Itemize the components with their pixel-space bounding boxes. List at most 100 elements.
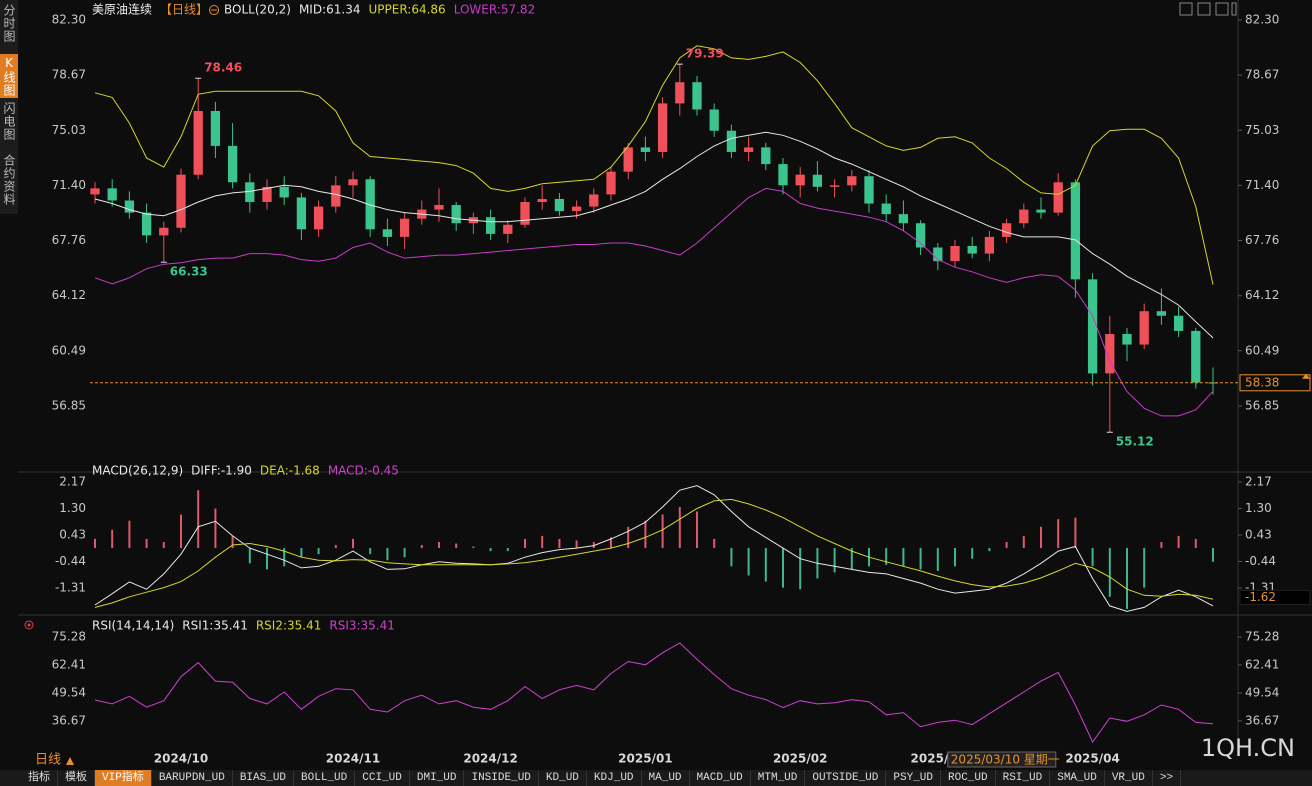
y-tick-label: 60.49 (1245, 343, 1279, 357)
side-tabs: 分时图 K线图 闪电图 合约资料 (0, 0, 18, 214)
toolbar-item[interactable]: CCI_UD (355, 770, 410, 786)
y-tick-label: 75.28 (1245, 630, 1279, 644)
y-tick-label: 71.40 (1245, 178, 1279, 192)
y-tick-label: 64.12 (52, 288, 86, 302)
y-tick-label: 78.67 (52, 68, 86, 82)
candle-body (296, 197, 307, 230)
candle-body (915, 223, 926, 248)
candle-body (451, 205, 461, 224)
candle-body (898, 214, 909, 224)
macd-bar (627, 526, 630, 549)
toolbar-item[interactable]: 模板 (58, 770, 95, 786)
tab[interactable]: 分时图 (2, 4, 16, 43)
toolbar-item[interactable]: MA_UD (642, 770, 690, 786)
toolbar-item[interactable]: INSIDE_UD (464, 770, 539, 786)
toolbar-item[interactable]: KDJ_UD (587, 770, 642, 786)
toolbar: 指标 模板 VIP指标 BARUPDN_UD BIAS_UD BOLL_UD CCI_UD D… (0, 770, 1312, 786)
macd-bar (1212, 548, 1214, 562)
toolbar-item[interactable]: BARUPDN_UD (152, 770, 233, 786)
macd-bar (799, 548, 802, 590)
macd-bar (352, 538, 354, 549)
tab[interactable]: 合约资料 (2, 154, 16, 206)
candle-body (485, 217, 496, 234)
candle-body (193, 111, 203, 175)
macd-bar (1040, 526, 1042, 549)
candle-body (1105, 333, 1115, 374)
toolbar-item[interactable]: KD_UD (539, 770, 587, 786)
candle-body (640, 147, 651, 152)
rsi-icon-dot (27, 623, 31, 627)
y-tick-label: 2.17 (59, 475, 86, 489)
cursor-date: 2025/03/10 星期一 (951, 753, 1060, 767)
series-line (94, 485, 1214, 612)
macd-bar (1057, 519, 1060, 549)
period-label[interactable]: 日线 (35, 753, 61, 768)
rsi-icon[interactable] (24, 620, 34, 630)
toolbar-item[interactable]: RSI_UD (996, 770, 1051, 786)
toolbar-item[interactable]: ROC_UD (941, 770, 996, 786)
y-tick-label: 36.67 (52, 713, 86, 727)
x-tick-label: 2024/10 (154, 752, 208, 766)
toolbar-item[interactable]: SMA_UD (1050, 770, 1105, 786)
y-tick-label: 62.41 (1245, 657, 1279, 671)
toolbar-item[interactable]: MTM_UD (751, 770, 806, 786)
macd-bar (730, 548, 733, 567)
toolbar-item[interactable]: BIAS_UD (233, 770, 295, 786)
y-tick-label: 36.67 (1245, 713, 1279, 727)
macd-bar (661, 514, 664, 549)
candle-body (107, 188, 117, 201)
candle-body (692, 82, 702, 110)
series-line (94, 131, 1214, 339)
toolbar-item[interactable]: >> (1153, 770, 1182, 786)
candle-body (1036, 209, 1046, 213)
macd-bar (919, 548, 922, 570)
x-tick-label: 2025/02 (773, 752, 827, 766)
tab[interactable]: K线图 (0, 54, 18, 98)
macd-bar (162, 541, 165, 549)
toolbar-item[interactable]: DMI_UD (410, 770, 465, 786)
macd-bar (747, 548, 750, 576)
candle-body (675, 82, 685, 104)
y-tick-label: 60.49 (52, 343, 86, 357)
candle-body (657, 103, 668, 152)
candle-body (176, 174, 186, 228)
macd-bar (541, 535, 544, 549)
macd-bar (1194, 538, 1197, 549)
candle-body (159, 227, 169, 236)
extreme-label: 66.33 (170, 265, 208, 279)
candle-body (124, 200, 135, 213)
legend-label: RSI2:35.41 (256, 619, 322, 633)
toolbar-item[interactable]: VIP指标 (95, 770, 152, 786)
toolbar-item[interactable]: PSY_UD (886, 770, 941, 786)
candle-body (503, 224, 513, 234)
candle-body (1156, 311, 1167, 316)
legend-label: 【日线】 (160, 3, 208, 17)
macd-bar (197, 490, 200, 549)
macd-bar (455, 543, 458, 549)
toolbar-item[interactable]: 指标 (0, 770, 58, 786)
y-tick-label: 64.12 (1245, 288, 1279, 302)
toolbar-item[interactable]: BOLL_UD (294, 770, 356, 786)
toolbar-item[interactable]: VR_UD (1105, 770, 1153, 786)
toolbar-item[interactable]: OUTSIDE_UD (805, 770, 887, 786)
macd-bar (1074, 517, 1077, 549)
period-arrow[interactable] (66, 757, 74, 765)
toolbar-item[interactable]: MACD_UD (690, 770, 751, 786)
candle-body (847, 176, 857, 186)
y-tick-label: 82.30 (1245, 13, 1279, 27)
macd-bar (713, 538, 716, 549)
macd-bar (936, 548, 939, 571)
candle-body (554, 198, 565, 212)
window-icons[interactable] (1179, 2, 1237, 16)
candle-body (743, 147, 754, 152)
macd-bar (988, 548, 991, 552)
tab[interactable]: 闪电图 (2, 102, 16, 141)
candle-body (141, 212, 152, 236)
macd-bar (678, 506, 681, 549)
cursor-value: -1.62 (1245, 590, 1276, 604)
candle-body (520, 202, 530, 225)
macd-bar (248, 548, 251, 564)
candle-body (623, 147, 633, 172)
x-tick-label: 2024/11 (326, 752, 380, 766)
macd-bar (145, 538, 148, 549)
